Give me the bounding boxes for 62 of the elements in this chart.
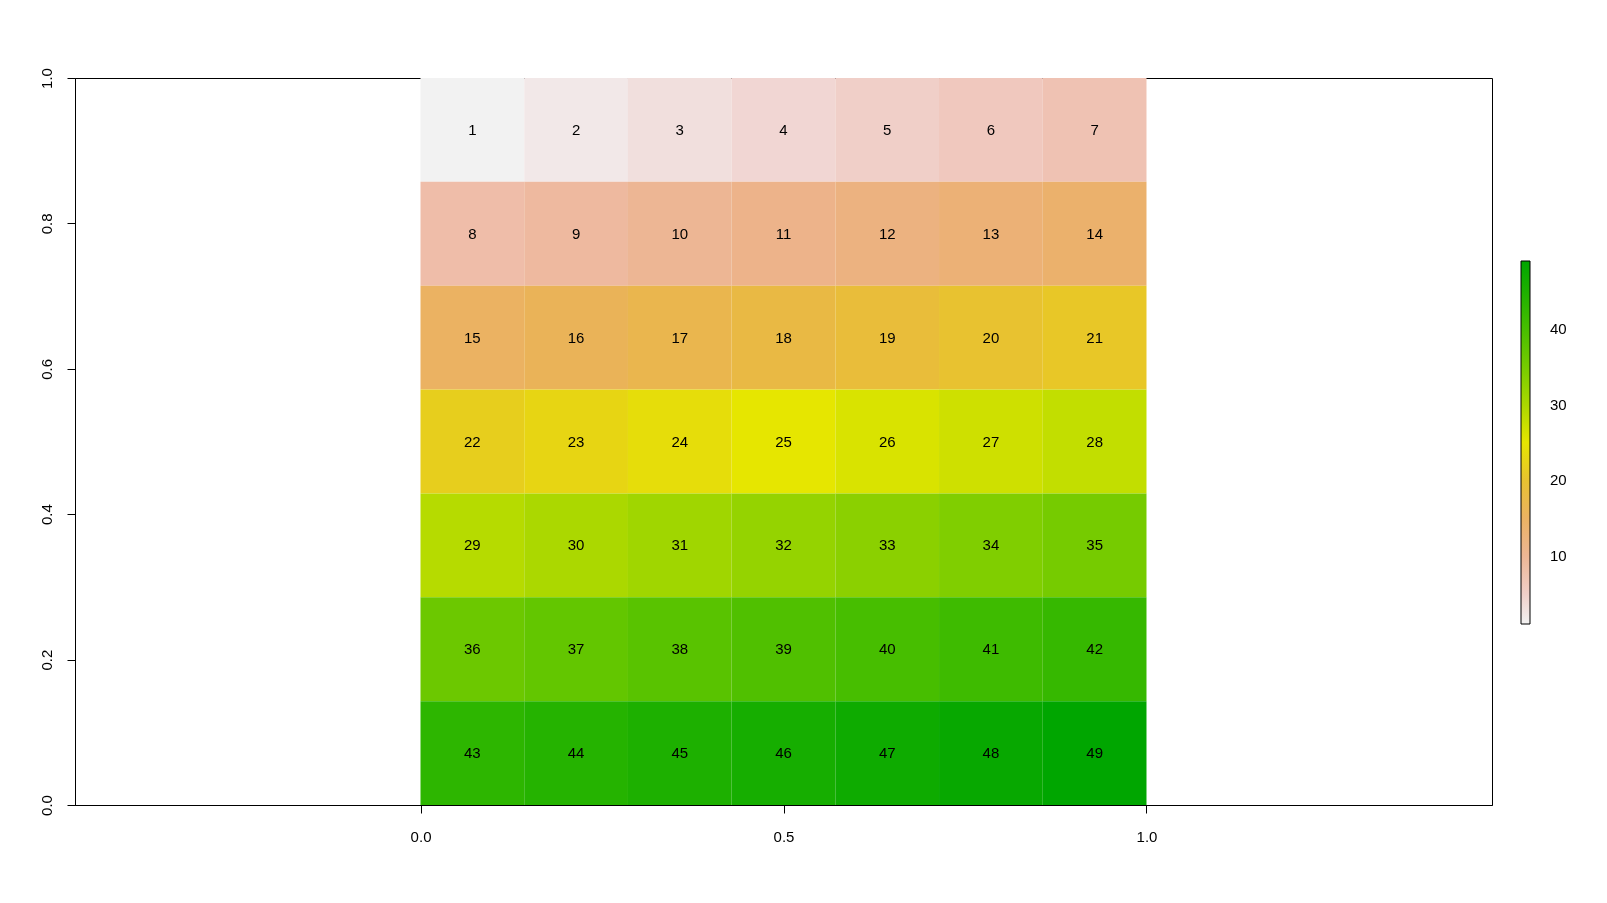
data-label: 27 bbox=[982, 432, 1000, 450]
data-label: 34 bbox=[982, 536, 1000, 554]
data-label: 39 bbox=[775, 640, 792, 658]
x-tick-label: 1.0 bbox=[1136, 827, 1158, 845]
x-tick-label: 0.0 bbox=[410, 827, 432, 845]
color-bar-label: 20 bbox=[1550, 471, 1567, 489]
data-label: 30 bbox=[567, 536, 585, 554]
x-tick-label: 0.5 bbox=[773, 827, 795, 845]
data-label: 10 bbox=[671, 224, 689, 242]
data-label: 13 bbox=[982, 224, 1000, 242]
data-label: 48 bbox=[982, 744, 1000, 762]
data-label: 31 bbox=[671, 536, 689, 554]
data-label: 42 bbox=[1086, 640, 1103, 658]
data-label: 22 bbox=[464, 432, 481, 450]
y-tick-label: 1.0 bbox=[37, 68, 55, 89]
y-tick-label: 0.6 bbox=[37, 358, 55, 380]
data-label: 8 bbox=[468, 224, 477, 242]
data-label: 28 bbox=[1086, 432, 1103, 450]
color-bar-label: 30 bbox=[1550, 395, 1567, 413]
data-label: 3 bbox=[675, 120, 684, 138]
data-label: 2 bbox=[571, 120, 581, 138]
data-label: 29 bbox=[464, 536, 481, 554]
data-label: 16 bbox=[567, 328, 585, 346]
data-label: 21 bbox=[1086, 328, 1103, 346]
data-label: 38 bbox=[671, 640, 689, 658]
y-tick-label: 0.2 bbox=[37, 649, 55, 671]
color-bar-label: 10 bbox=[1550, 546, 1567, 564]
data-label: 45 bbox=[671, 744, 689, 762]
data-label: 24 bbox=[671, 432, 689, 450]
data-label: 43 bbox=[464, 744, 481, 762]
color-bar-label: 40 bbox=[1550, 320, 1567, 338]
data-label: 4 bbox=[779, 120, 788, 138]
data-label: 17 bbox=[671, 328, 689, 346]
y-tick-label: 0.4 bbox=[37, 504, 55, 526]
data-label: 1 bbox=[468, 120, 477, 138]
data-label: 40 bbox=[878, 640, 896, 658]
data-label: 41 bbox=[982, 640, 1000, 658]
data-label: 11 bbox=[775, 224, 792, 242]
data-label: 15 bbox=[464, 328, 481, 346]
data-label: 36 bbox=[464, 640, 481, 658]
data-label: 23 bbox=[567, 432, 585, 450]
y-tick-label: 0.8 bbox=[37, 213, 55, 235]
data-label: 20 bbox=[982, 328, 1000, 346]
data-label: 25 bbox=[775, 432, 792, 450]
y-tick-label: 0.0 bbox=[37, 795, 55, 816]
data-label: 12 bbox=[878, 224, 896, 242]
data-label: 9 bbox=[571, 224, 581, 242]
data-label: 46 bbox=[775, 744, 792, 762]
data-label: 14 bbox=[1086, 224, 1103, 242]
data-label: 7 bbox=[1090, 120, 1099, 138]
data-label: 35 bbox=[1086, 536, 1103, 554]
data-label: 6 bbox=[986, 120, 996, 138]
data-label: 26 bbox=[878, 432, 896, 450]
data-label: 37 bbox=[567, 640, 585, 658]
data-label: 18 bbox=[775, 328, 792, 346]
data-label: 49 bbox=[1086, 744, 1103, 762]
data-label: 44 bbox=[567, 744, 585, 762]
data-label: 5 bbox=[883, 120, 892, 138]
data-label: 47 bbox=[878, 744, 896, 762]
data-label: 32 bbox=[775, 536, 792, 554]
data-label: 33 bbox=[878, 536, 896, 554]
data-label: 19 bbox=[878, 328, 896, 346]
